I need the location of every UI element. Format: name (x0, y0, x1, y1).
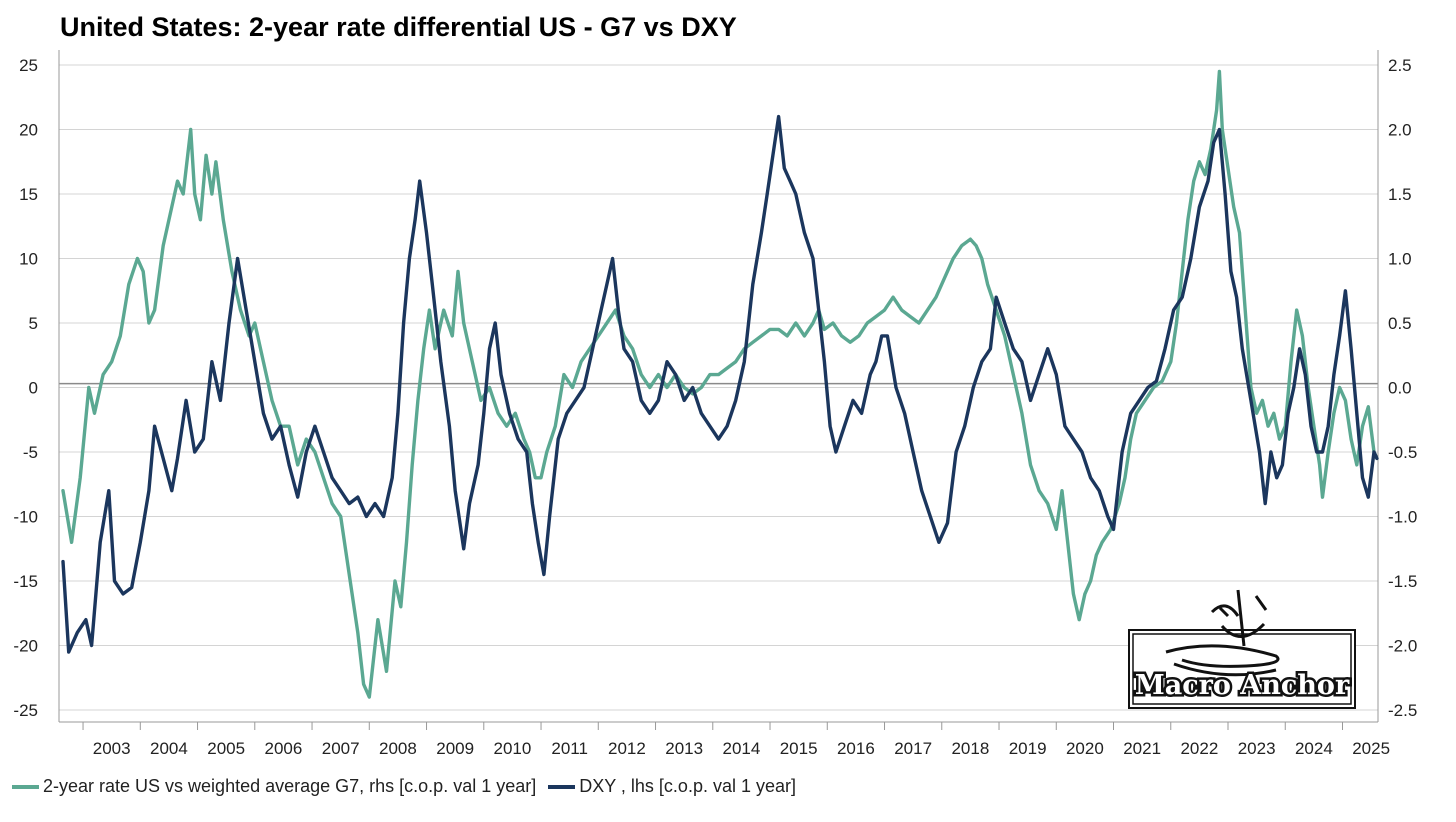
x-tick-label: 2018 (951, 739, 989, 758)
legend-swatch-dxy (548, 784, 576, 789)
legend: 2-year rate US vs weighted average G7, r… (12, 776, 808, 797)
x-tick-label: 2005 (207, 739, 245, 758)
legend-label-diff: 2-year rate US vs weighted average G7, r… (43, 776, 537, 796)
left-tick-label: -10 (13, 508, 38, 527)
left-tick-label: 0 (29, 379, 38, 398)
x-tick-label: 2006 (264, 739, 302, 758)
right-tick-label: -1.0 (1388, 508, 1417, 527)
series-line-rate-differential (61, 69, 1379, 699)
left-tick-label: -5 (23, 443, 38, 462)
left-tick-label: -20 (13, 637, 38, 656)
x-tick-label: 2008 (379, 739, 417, 758)
right-tick-label: 1.5 (1388, 185, 1412, 204)
x-tick-label: 2015 (780, 739, 818, 758)
right-axis-ticks: 2.5 2.0 1.5 1.0 0.5 0.0 -0.5 -1.0 -1.5 -2.0 -2.5 (1388, 56, 1417, 720)
legend-item-diff: 2-year rate US vs weighted average G7, r… (12, 776, 536, 797)
x-tick-label: 2007 (322, 739, 360, 758)
right-tick-label: -2.5 (1388, 701, 1417, 720)
x-tick-label: 2021 (1123, 739, 1161, 758)
left-tick-label: -15 (13, 572, 38, 591)
x-tick-label: 2009 (436, 739, 474, 758)
x-tick-label: 2014 (722, 739, 760, 758)
chart-title: United States: 2-year rate differential … (60, 12, 737, 42)
logo-text: Macro Anchor (1135, 670, 1350, 701)
x-tick-label: 2016 (837, 739, 875, 758)
series-line-dxy (61, 114, 1379, 654)
right-tick-label: 0.5 (1388, 314, 1412, 333)
right-tick-label: 0.0 (1388, 379, 1412, 398)
right-tick-label: 1.0 (1388, 250, 1412, 269)
x-tick-label: 2004 (150, 739, 188, 758)
x-tick-label: 2013 (665, 739, 703, 758)
left-tick-label: -25 (13, 701, 38, 720)
right-tick-label: 2.5 (1388, 56, 1412, 75)
legend-label-dxy: DXY , lhs [c.o.p. val 1 year] (579, 776, 796, 796)
series-layer (61, 69, 1379, 699)
right-tick-label: -2.0 (1388, 637, 1417, 656)
left-tick-label: 5 (29, 314, 38, 333)
anchor-hand-icon (1165, 589, 1280, 677)
x-tick-label: 2024 (1295, 739, 1333, 758)
x-tick-label: 2017 (894, 739, 932, 758)
left-tick-label: 10 (19, 250, 38, 269)
legend-swatch-diff (12, 784, 39, 789)
x-tick-label: 2011 (551, 739, 588, 758)
right-tick-label: -1.5 (1388, 572, 1417, 591)
x-tick-label: 2025 (1352, 739, 1390, 758)
macro-anchor-logo: Macro Anchor (1128, 589, 1356, 709)
x-tick-label: 2010 (493, 739, 531, 758)
x-tick-label: 2022 (1180, 739, 1218, 758)
left-axis-ticks: 25 20 15 10 5 0 -5 -10 -15 -20 -25 (13, 56, 38, 720)
left-tick-label: 15 (19, 185, 38, 204)
right-tick-label: 2.0 (1388, 121, 1412, 140)
left-tick-label: 20 (19, 121, 38, 140)
left-tick-label: 25 (19, 56, 38, 75)
right-tick-label: -0.5 (1388, 443, 1417, 462)
x-tick-label: 2020 (1066, 739, 1104, 758)
x-tick-label: 2023 (1238, 739, 1276, 758)
x-tick-label: 2003 (93, 739, 131, 758)
x-tick-label: 2012 (608, 739, 646, 758)
x-axis-ticks: 2003 2004 2005 2006 2007 2008 2009 2010 2011 2012… (82, 722, 1390, 758)
legend-item-dxy: DXY , lhs [c.o.p. val 1 year] (548, 776, 796, 797)
x-tick-label: 2019 (1009, 739, 1047, 758)
